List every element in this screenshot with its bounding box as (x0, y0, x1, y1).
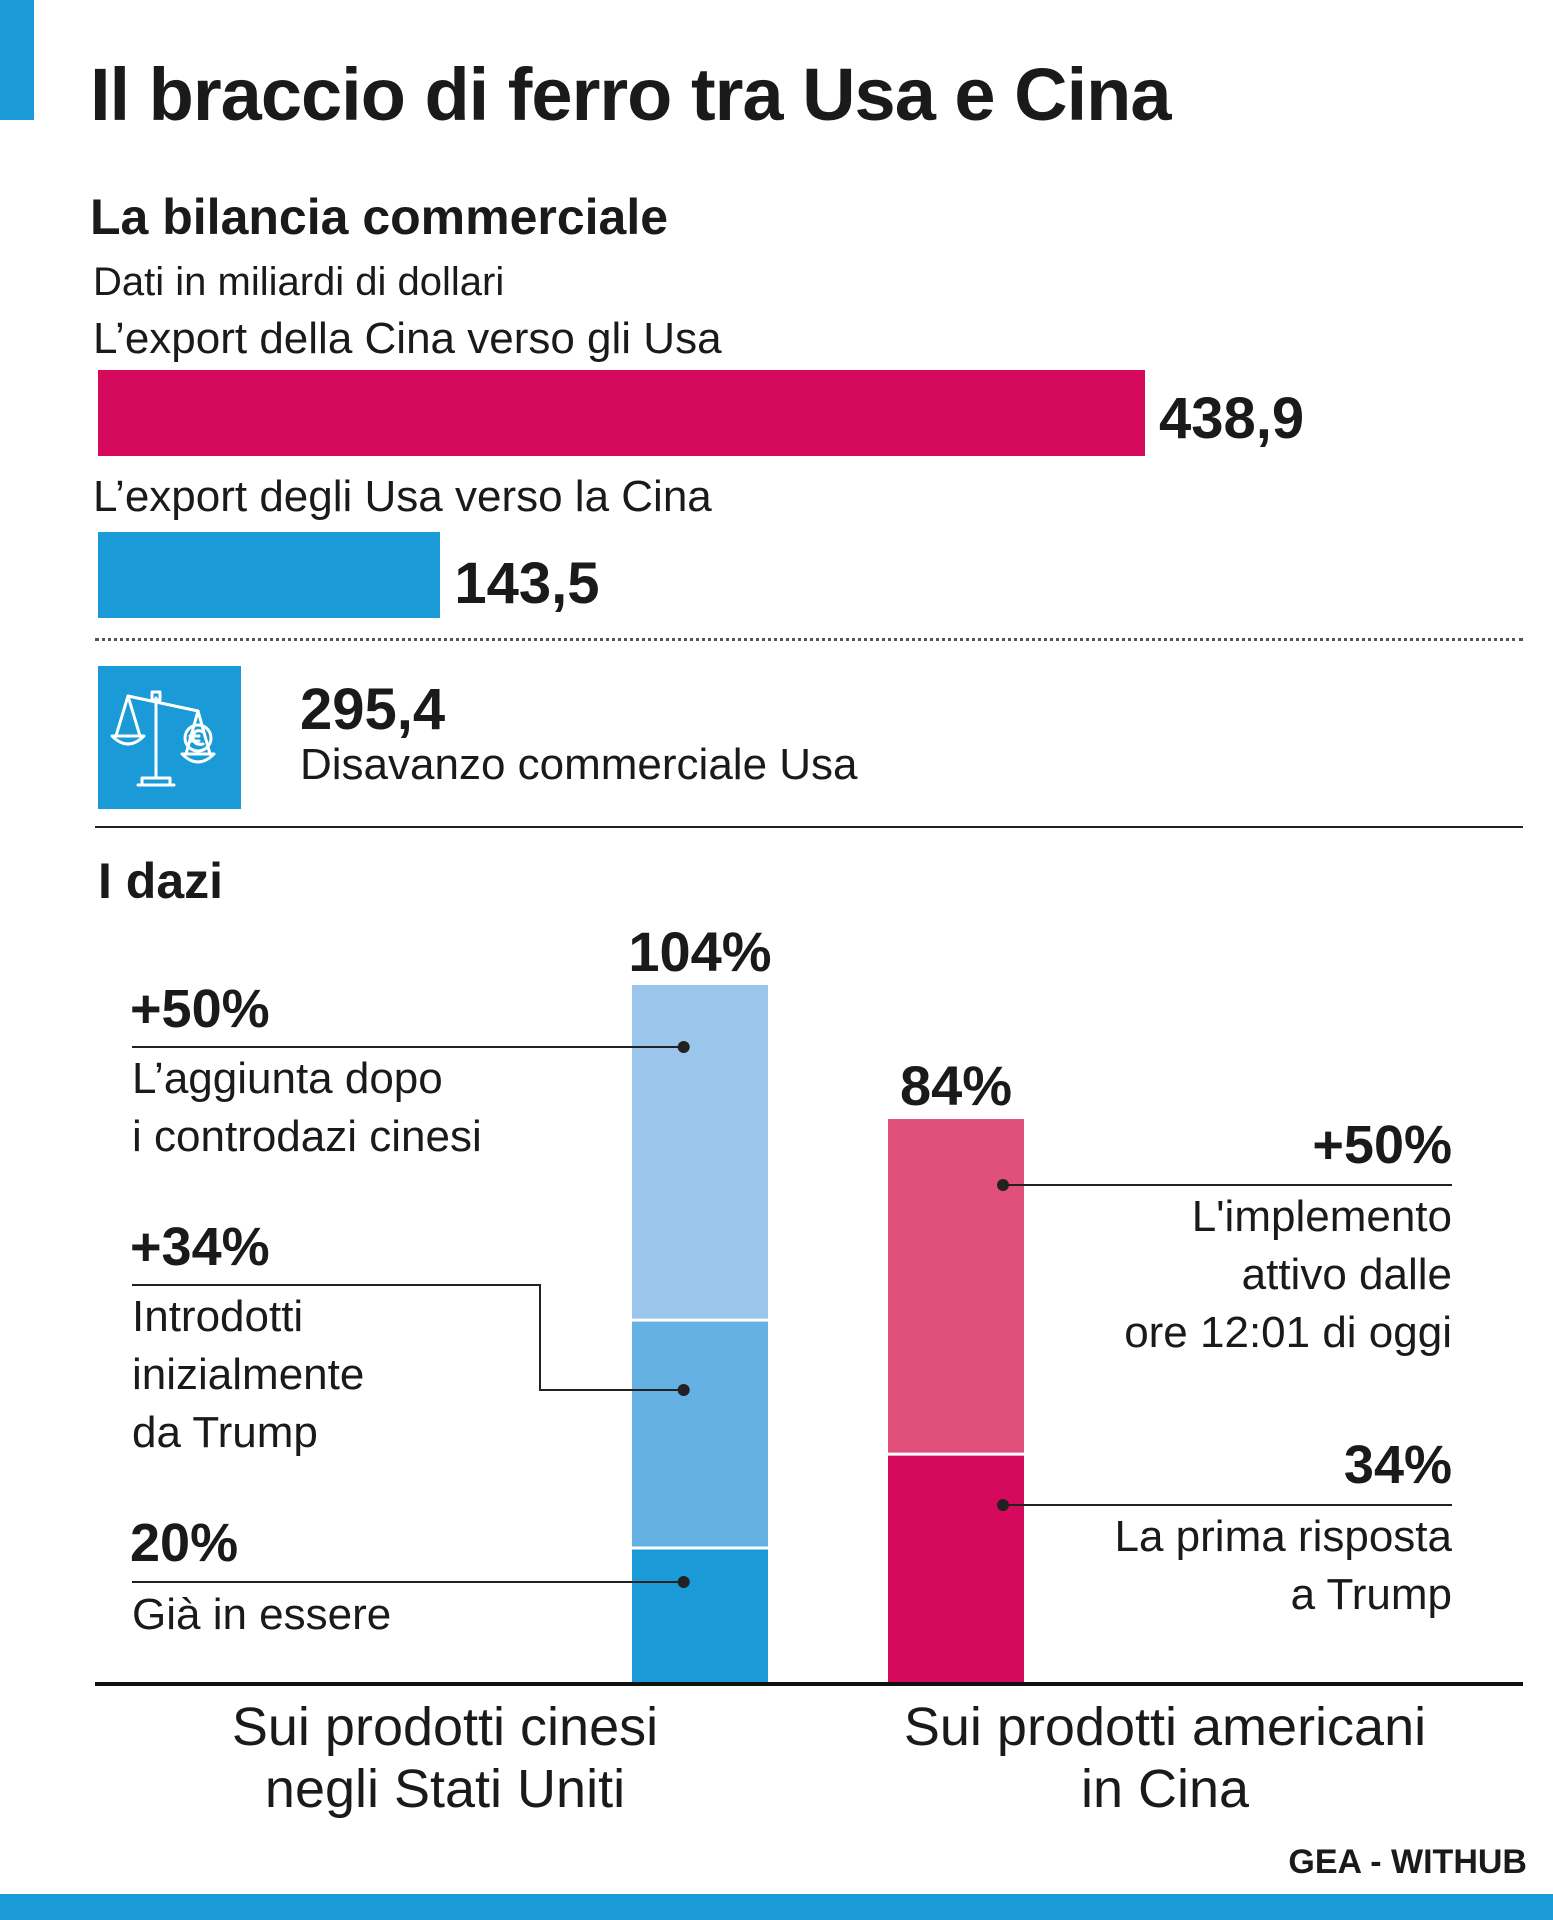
cn-seg2-desc-1: L'implemento (1191, 1192, 1452, 1241)
us-seg2-connector (132, 1284, 684, 1391)
trade-subtitle: Dati in miliardi di dollari (93, 260, 505, 304)
cn-seg2-desc-3: ore 12:01 di oggi (1124, 1308, 1452, 1357)
us-seg3-dot (677, 1041, 690, 1053)
cn-seg2-value: +50% (1312, 1115, 1452, 1175)
cn-seg1-desc-2: a Trump (1290, 1570, 1452, 1619)
us-seg1-desc-1: Già in essere (132, 1590, 392, 1639)
us-tariff-segment-3 (632, 985, 768, 1321)
us-tariff-segment-2 (632, 1320, 768, 1548)
cn-tariff-segment-2 (888, 1119, 1024, 1455)
us-seg2-dot (677, 1384, 690, 1396)
china-export-bar (98, 370, 1145, 456)
balance-scale-euro-icon (98, 666, 241, 809)
cn-tariff-segment-1 (888, 1454, 1024, 1682)
cn-seg1-dot (997, 1499, 1009, 1511)
page-title: Il braccio di ferro tra Usa e Cina (90, 53, 1171, 136)
usa-export-bar (98, 532, 441, 618)
china-export-value: 438,9 (1159, 386, 1305, 451)
us-total-label: 104% (628, 920, 772, 983)
us-seg1-dot (677, 1576, 690, 1588)
cn-seg1-value: 34% (1343, 1435, 1452, 1495)
section-divider (95, 826, 1523, 828)
cn-seg2-dot (997, 1179, 1009, 1191)
deficit-value: 295,4 (300, 677, 446, 742)
cn-category-line-2: in Cina (1080, 1759, 1250, 1819)
cn-seg2-desc-2: attivo dalle (1241, 1250, 1452, 1299)
dotted-divider (95, 638, 1523, 641)
us-seg2-desc-2: inizialmente (132, 1350, 365, 1399)
deficit-label: Disavanzo commerciale Usa (300, 740, 858, 789)
us-seg2-value: +34% (130, 1217, 270, 1277)
us-seg2-desc-1: Introdotti (132, 1292, 304, 1341)
trade-heading: La bilancia commerciale (90, 189, 669, 245)
usa-export-label: L’export degli Usa verso la Cina (93, 472, 712, 521)
accent-bar-left (0, 0, 34, 120)
cn-total-label: 84% (899, 1054, 1013, 1118)
tariffs-heading: I dazi (98, 853, 224, 909)
us-seg3-value: +50% (130, 979, 270, 1039)
chart-baseline (95, 1682, 1523, 1686)
accent-bar-bottom (0, 1894, 1553, 1920)
cn-seg1-desc-1: La prima risposta (1114, 1512, 1452, 1561)
us-seg2-desc-3: da Trump (132, 1408, 318, 1457)
us-category-label: Sui prodotti cinesi negli Stati Uniti (145, 1696, 745, 1820)
cn-category-line-1: Sui prodotti americani (903, 1697, 1427, 1757)
us-seg3-desc-1: L’aggiunta dopo (132, 1054, 443, 1103)
us-category-line-2: negli Stati Uniti (264, 1759, 626, 1819)
cn-category-label: Sui prodotti americani in Cina (825, 1696, 1505, 1820)
usa-export-value: 143,5 (454, 551, 600, 616)
us-category-line-1: Sui prodotti cinesi (231, 1697, 659, 1757)
us-seg3-desc-2: i controdazi cinesi (132, 1112, 482, 1161)
source-credit: GEA - WITHUB (1288, 1843, 1527, 1881)
us-seg1-value: 20% (130, 1513, 239, 1573)
china-export-label: L’export della Cina verso gli Usa (93, 314, 722, 363)
us-tariff-segment-1 (632, 1547, 768, 1682)
